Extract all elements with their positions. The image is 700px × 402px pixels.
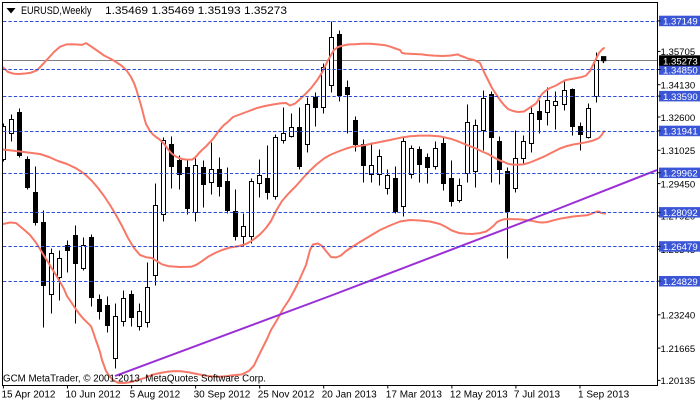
svg-text:1.28092: 1.28092 — [663, 208, 698, 219]
svg-text:1.34850: 1.34850 — [663, 65, 698, 76]
svg-text:30 Sep 2012: 30 Sep 2012 — [194, 390, 251, 401]
svg-text:1 Sep 2013: 1 Sep 2013 — [578, 390, 630, 401]
svg-text:1.33590: 1.33590 — [663, 92, 698, 103]
svg-text:1.21665: 1.21665 — [661, 344, 696, 355]
svg-text:10 Jun 2012: 10 Jun 2012 — [66, 390, 121, 401]
svg-text:1.35273: 1.35273 — [663, 56, 698, 67]
svg-text:5 Aug 2012: 5 Aug 2012 — [130, 390, 181, 401]
svg-text:GCM MetaTrader, © 2001-2013, M: GCM MetaTrader, © 2001-2013, MetaQuotes … — [3, 374, 266, 385]
svg-text:1.32600: 1.32600 — [661, 113, 696, 124]
svg-text:1.29450: 1.29450 — [661, 179, 696, 190]
svg-text:15 Apr 2012: 15 Apr 2012 — [2, 390, 56, 401]
svg-text:1.29962: 1.29962 — [663, 169, 698, 180]
svg-text:7 Jul 2013: 7 Jul 2013 — [514, 390, 561, 401]
svg-text:1.26479: 1.26479 — [663, 242, 698, 253]
svg-text:1.34130: 1.34130 — [661, 81, 696, 92]
svg-text:17 Mar 2013: 17 Mar 2013 — [386, 390, 443, 401]
svg-text:12 May 2013: 12 May 2013 — [450, 390, 508, 401]
svg-text:20 Jan 2013: 20 Jan 2013 — [322, 390, 377, 401]
svg-text:1.37149: 1.37149 — [663, 17, 698, 28]
svg-text:EURUSD,Weekly: EURUSD,Weekly — [21, 5, 92, 17]
svg-text:1.31941: 1.31941 — [663, 127, 698, 138]
svg-text:1.24829: 1.24829 — [663, 277, 698, 288]
svg-text:1.35469 1.35469 1.35193 1.3527: 1.35469 1.35469 1.35193 1.35273 — [105, 5, 287, 17]
svg-text:1.31025: 1.31025 — [661, 146, 696, 157]
svg-text:1.20135: 1.20135 — [661, 376, 696, 387]
svg-text:1.23240: 1.23240 — [661, 311, 696, 322]
svg-text:1.35705: 1.35705 — [661, 47, 696, 58]
svg-text:25 Nov 2012: 25 Nov 2012 — [258, 390, 315, 401]
